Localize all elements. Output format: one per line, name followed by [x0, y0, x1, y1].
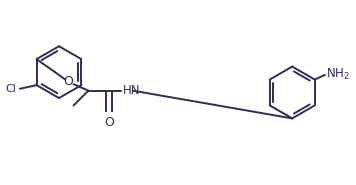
- Text: NH$_2$: NH$_2$: [326, 67, 350, 83]
- Text: HN: HN: [122, 84, 140, 97]
- Text: O: O: [104, 116, 114, 129]
- Text: Cl: Cl: [5, 84, 16, 94]
- Text: O: O: [63, 75, 73, 88]
